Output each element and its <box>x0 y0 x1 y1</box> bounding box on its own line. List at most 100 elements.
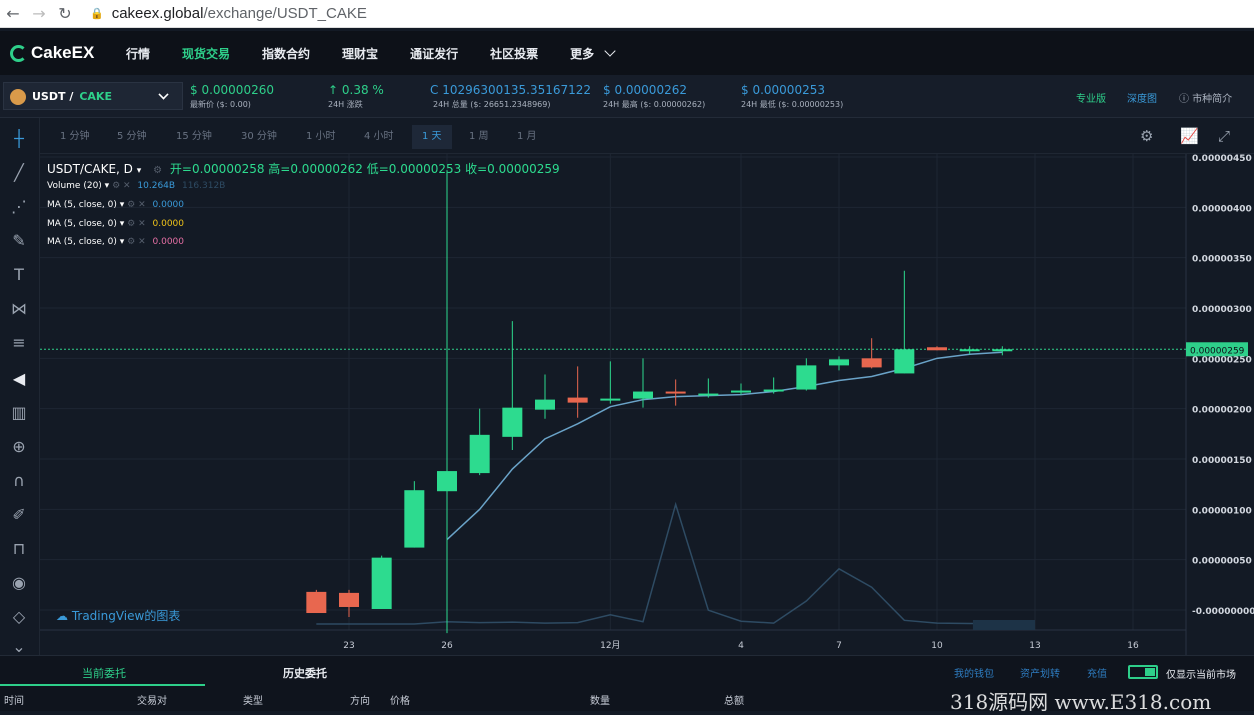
indicator-settings-icon[interactable]: ⚙ ✕ <box>127 237 146 247</box>
tf-15min[interactable]: 15 分钟 <box>176 131 212 142</box>
settings-small-icon[interactable]: ⚙ <box>153 165 163 176</box>
plot-area <box>40 154 1186 630</box>
y-tick-label: 0.00000050 <box>1192 557 1252 567</box>
volume-indicator-label[interactable]: Volume (20) <box>47 181 102 191</box>
measure-icon[interactable]: ▥ <box>11 403 27 422</box>
only-current-toggle[interactable] <box>1128 665 1158 679</box>
x-tick-label: 16 <box>1127 641 1139 651</box>
indicator-settings-icon[interactable]: ⚙ ✕ <box>127 200 146 210</box>
nav-wealth[interactable]: 理财宝 <box>342 46 379 61</box>
text-tool-icon[interactable]: T <box>14 265 24 284</box>
address-bar[interactable]: cakeex.global/exchange/USDT_CAKE <box>112 5 367 22</box>
low-value: $ 0.00000253 <box>741 83 825 97</box>
lock-draw-icon[interactable]: ✐ <box>12 505 26 524</box>
back-arrow-icon[interactable]: ← <box>6 4 20 23</box>
tf-4h[interactable]: 4 小时 <box>364 131 394 142</box>
pattern-icon[interactable]: ⋈ <box>11 299 27 318</box>
chart-svg[interactable]: 0.00000450 0.00000400 0.00000350 0.00000300… <box>40 154 1254 655</box>
unlock-icon[interactable]: ⊓ <box>12 539 26 558</box>
brush-icon[interactable]: ✎ <box>12 231 26 250</box>
tab-current-orders[interactable]: 当前委托 <box>82 667 126 680</box>
arrow-up-icon: ↑ <box>328 83 339 97</box>
candle-body <box>404 490 425 548</box>
tab-order-history[interactable]: 历史委托 <box>283 667 327 680</box>
ma3-label[interactable]: MA (5, close, 0) <box>47 237 117 247</box>
col-pair: 交易对 <box>137 696 167 707</box>
tf-1min[interactable]: 1 分钟 <box>60 131 90 142</box>
logo[interactable]: CakeEX <box>10 43 110 63</box>
candle-body <box>469 434 490 474</box>
coin-intro-link[interactable]: ⓘ 市种简介 <box>1179 90 1232 105</box>
tf-1d[interactable]: 1 天 <box>412 125 452 149</box>
ma2-label[interactable]: MA (5, close, 0) <box>47 219 117 229</box>
tradingview-label: TradingView的图表 <box>71 609 181 623</box>
candle-body <box>633 391 653 399</box>
col-price: 价格 <box>390 696 410 707</box>
magnet-icon[interactable]: ∩ <box>13 471 25 490</box>
nav-index-contract[interactable]: 指数合约 <box>262 46 311 61</box>
tradingview-logo[interactable]: ☁ TradingView的图表 <box>56 607 180 624</box>
tf-1h[interactable]: 1 小时 <box>306 131 336 142</box>
candle-body <box>796 365 817 390</box>
change-text: 0.38 % <box>341 83 384 97</box>
my-wallet-link[interactable]: 我的钱包 <box>954 669 994 680</box>
price-chart[interactable]: 0.00000450 0.00000400 0.00000350 0.00000300… <box>40 154 1254 655</box>
col-amount: 数量 <box>590 696 610 707</box>
nav-token-issue[interactable]: 通证发行 <box>410 46 459 61</box>
pro-version-link[interactable]: 专业版 <box>1076 94 1106 105</box>
timeframe-bar: 1 分钟 5 分钟 15 分钟 30 分钟 1 小时 4 小时 1 天 1 周 … <box>40 118 1254 154</box>
indicator-settings-icon[interactable]: ⚙ ✕ <box>112 181 131 191</box>
zoom-in-icon[interactable]: ⊕ <box>12 437 26 456</box>
chevron-down-icon[interactable]: ▾ <box>136 166 142 176</box>
candle-body <box>992 349 1013 352</box>
change-stat: ↑ 0.38 % 24H 涨跌 <box>328 83 384 110</box>
ticker-bar: USDT / CAKE $ 0.00000260 最新价 ($: 0.00) ↑… <box>0 75 1254 118</box>
watermark-text: 318源码网 www.E318.com <box>950 690 1212 714</box>
y-tick-label: 0.00000200 <box>1192 406 1252 416</box>
candle-body <box>567 397 588 403</box>
candle-body <box>861 358 882 368</box>
col-type: 类型 <box>243 696 263 707</box>
fullscreen-icon[interactable]: ⤢ <box>1218 127 1231 145</box>
volume-line <box>316 501 1003 625</box>
forward-arrow-icon[interactable]: → <box>32 4 46 23</box>
deposit-link[interactable]: 充值 <box>1087 669 1107 680</box>
chevron-down-icon <box>604 45 616 57</box>
candle-body <box>502 407 523 437</box>
x-tick-label: 13 <box>1029 641 1040 651</box>
eye-icon[interactable]: ◉ <box>12 573 26 592</box>
toggle-knob <box>1145 668 1155 676</box>
depth-chart-link[interactable]: 深度图 <box>1127 94 1157 105</box>
indicator-settings-icon[interactable]: ⚙ ✕ <box>127 219 146 229</box>
only-current-label: 仅显示当前市场 <box>1166 670 1236 681</box>
last-price: $ 0.00000260 <box>190 83 274 97</box>
tf-30min[interactable]: 30 分钟 <box>241 131 277 142</box>
nav-community-vote[interactable]: 社区投票 <box>490 46 539 61</box>
candle-body <box>437 471 457 492</box>
pair-base: USDT / <box>32 89 74 103</box>
x-tick-label: 26 <box>441 641 453 651</box>
tf-1m[interactable]: 1 月 <box>517 131 537 142</box>
chevron-down-icon[interactable]: ⌄ <box>12 637 26 656</box>
candle-body <box>698 393 719 396</box>
current-price-label: 0.00000259 <box>1190 346 1245 356</box>
layers-icon[interactable]: ◇ <box>12 607 26 626</box>
tf-1w[interactable]: 1 周 <box>469 131 489 142</box>
settings-gear-icon[interactable]: ⚙ <box>1140 127 1154 145</box>
indicators-icon[interactable]: 📈 <box>1180 127 1199 145</box>
nav-spot-trading[interactable]: 现货交易 <box>182 46 231 61</box>
asset-transfer-link[interactable]: 资产划转 <box>1020 669 1060 680</box>
nav-market[interactable]: 行情 <box>126 46 151 61</box>
trend-line-icon[interactable]: ╱ <box>14 163 24 182</box>
y-tick-label: 0.00000450 <box>1192 154 1252 164</box>
reload-icon[interactable]: ↻ <box>58 4 72 23</box>
fib-tool-icon[interactable]: ⋰ <box>11 197 27 216</box>
pair-selector[interactable]: USDT / CAKE <box>3 82 183 110</box>
crosshair-icon[interactable]: ┼ <box>14 129 24 148</box>
arrow-left-icon[interactable]: ◀ <box>12 369 26 388</box>
col-total: 总额 <box>724 696 744 707</box>
tf-5min[interactable]: 5 分钟 <box>117 131 147 142</box>
ma1-label[interactable]: MA (5, close, 0) <box>47 200 117 210</box>
prediction-icon[interactable]: ≡ <box>12 333 26 352</box>
nav-more[interactable]: 更多 <box>570 45 616 62</box>
